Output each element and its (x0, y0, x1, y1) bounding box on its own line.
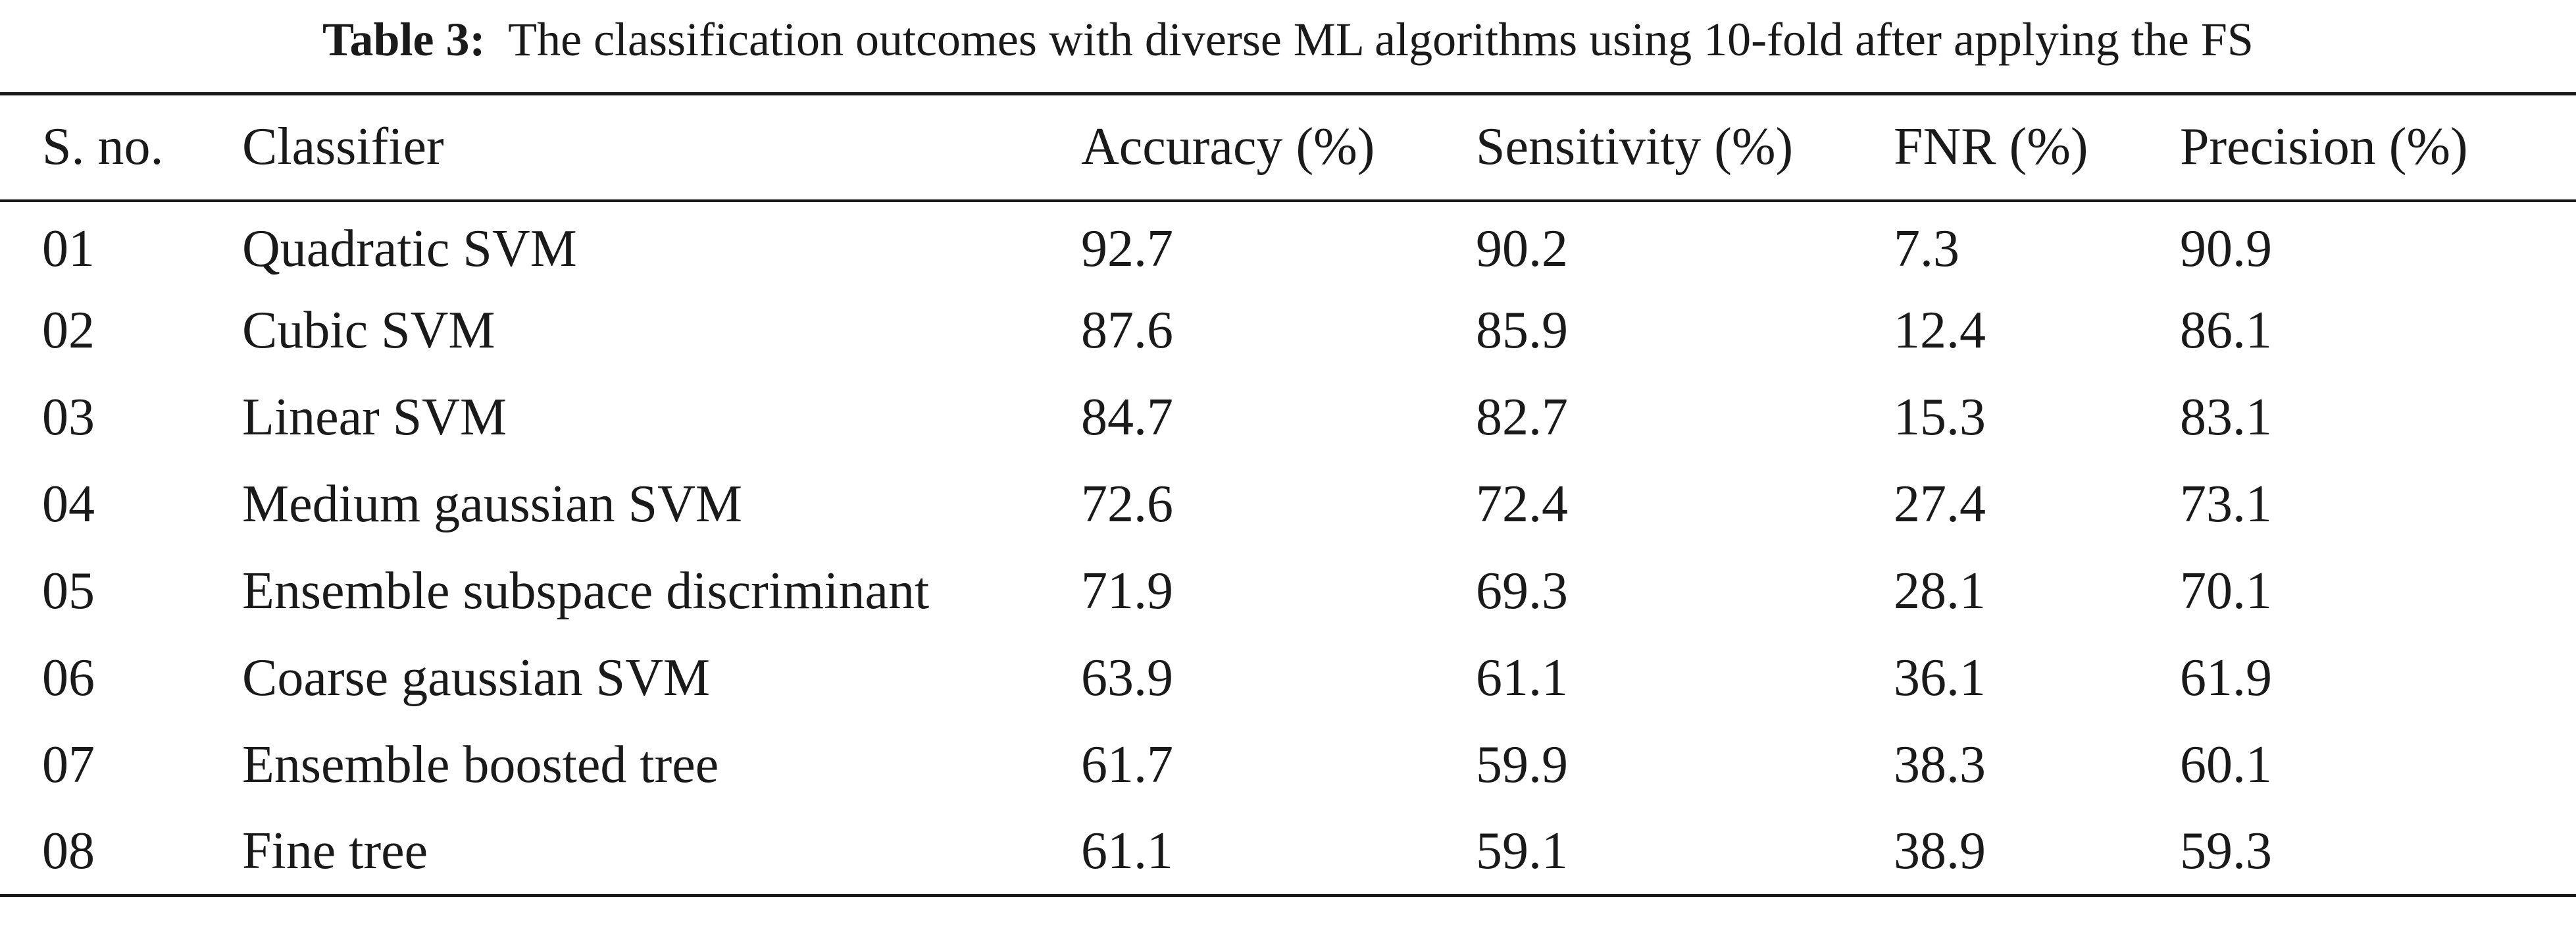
cell-accuracy: 61.7 (1081, 736, 1173, 794)
cell-sensitivity: 59.9 (1476, 736, 1568, 794)
table-header: S. no. Classifier Accuracy (%) Sensitivi… (0, 92, 2576, 202)
cell-accuracy: 63.9 (1081, 649, 1173, 707)
table-row: 07 Ensemble boosted tree 61.7 59.9 38.3 … (0, 722, 2576, 809)
cell-fnr: 15.3 (1894, 388, 1986, 446)
cell-sensitivity: 61.1 (1476, 649, 1568, 707)
header-sno: S. no. (0, 92, 242, 202)
cell-fnr: 27.4 (1894, 475, 1986, 533)
cell-accuracy: 72.6 (1081, 475, 1173, 533)
table-row: 03 Linear SVM 84.7 82.7 15.3 83.1 (0, 375, 2576, 461)
cell-fnr: 28.1 (1894, 562, 1986, 620)
cell-precision: 83.1 (2180, 388, 2272, 446)
cell-precision: 61.9 (2180, 649, 2272, 707)
cell-classifier: Ensemble boosted tree (242, 736, 719, 794)
cell-sno: 04 (42, 475, 95, 533)
header-classifier: Classifier (242, 92, 1081, 202)
cell-sno: 07 (42, 736, 95, 794)
table-row: 02 Cubic SVM 87.6 85.9 12.4 86.1 (0, 288, 2576, 375)
cell-sno: 03 (42, 388, 95, 446)
table-row: 01 Quadratic SVM 92.7 90.2 7.3 90.9 (0, 201, 2576, 288)
cell-precision: 60.1 (2180, 736, 2272, 794)
cell-precision: 59.3 (2180, 808, 2576, 897)
table-row: 04 Medium gaussian SVM 72.6 72.4 27.4 73… (0, 461, 2576, 548)
cell-sensitivity: 69.3 (1476, 562, 1568, 620)
cell-sensitivity: 85.9 (1476, 301, 1568, 359)
cell-classifier: Fine tree (242, 808, 1081, 897)
cell-fnr: 38.9 (1894, 808, 2180, 897)
cell-accuracy: 92.7 (1081, 220, 1173, 278)
cell-classifier: Medium gaussian SVM (242, 475, 742, 533)
table-row: 06 Coarse gaussian SVM 63.9 61.1 36.1 61… (0, 635, 2576, 722)
table-row: 08 Fine tree 61.1 59.1 38.9 59.3 (0, 808, 2576, 897)
header-sensitivity: Sensitivity (%) (1476, 92, 1894, 202)
cell-classifier: Coarse gaussian SVM (242, 649, 711, 707)
cell-classifier: Quadratic SVM (242, 220, 577, 278)
cell-classifier: Linear SVM (242, 388, 507, 446)
header-accuracy: Accuracy (%) (1081, 92, 1476, 202)
cell-accuracy: 71.9 (1081, 562, 1173, 620)
table-row: 05 Ensemble subspace discriminant 71.9 6… (0, 548, 2576, 635)
results-table: S. no. Classifier Accuracy (%) Sensitivi… (0, 92, 2576, 897)
table-caption-label: Table 3: (322, 13, 486, 66)
header-row: S. no. Classifier Accuracy (%) Sensitivi… (0, 92, 2576, 202)
cell-precision: 73.1 (2180, 475, 2272, 533)
cell-fnr: 36.1 (1894, 649, 1986, 707)
cell-precision: 70.1 (2180, 562, 2272, 620)
cell-accuracy: 84.7 (1081, 388, 1173, 446)
cell-precision: 90.9 (2180, 220, 2272, 278)
cell-fnr: 7.3 (1894, 220, 1959, 278)
cell-sensitivity: 59.1 (1476, 808, 1894, 897)
cell-fnr: 38.3 (1894, 736, 1986, 794)
cell-accuracy: 87.6 (1081, 301, 1173, 359)
header-fnr: FNR (%) (1894, 92, 2180, 202)
cell-sensitivity: 72.4 (1476, 475, 1568, 533)
cell-accuracy: 61.1 (1081, 808, 1476, 897)
table-caption-text: The classification outcomes with diverse… (508, 13, 2254, 66)
header-precision: Precision (%) (2180, 92, 2576, 202)
cell-classifier: Cubic SVM (242, 301, 495, 359)
cell-sensitivity: 82.7 (1476, 388, 1568, 446)
cell-sno: 05 (42, 562, 95, 620)
table-body: 01 Quadratic SVM 92.7 90.2 7.3 90.9 02 C… (0, 201, 2576, 897)
table-caption: Table 3: The classification outcomes wit… (0, 8, 2576, 71)
cell-sno: 08 (0, 808, 242, 897)
cell-sno: 02 (42, 301, 95, 359)
cell-sno: 06 (42, 649, 95, 707)
cell-precision: 86.1 (2180, 301, 2272, 359)
cell-classifier: Ensemble subspace discriminant (242, 562, 930, 620)
cell-fnr: 12.4 (1894, 301, 1986, 359)
cell-sno: 01 (42, 220, 95, 278)
cell-sensitivity: 90.2 (1476, 220, 1568, 278)
